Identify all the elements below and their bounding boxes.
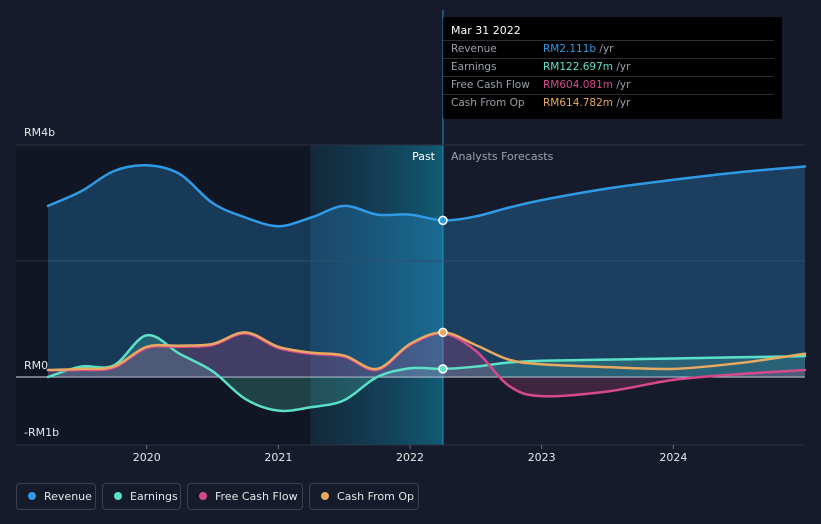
legend-label: Free Cash Flow <box>215 490 298 503</box>
earnings-marker <box>438 364 448 374</box>
tooltip-row: Free Cash Flow RM604.081m /yr <box>443 76 774 94</box>
legend-label: Earnings <box>130 490 178 503</box>
past-shade <box>16 145 311 445</box>
legend-dot-icon <box>28 492 36 500</box>
x-tick-label: 2021 <box>264 451 292 464</box>
legend-label: Cash From Op <box>337 490 415 503</box>
legend-free-cash-flow[interactable]: Free Cash Flow <box>187 483 303 510</box>
tooltip-row-unit: /yr <box>616 79 631 91</box>
legend-label: Revenue <box>44 490 92 503</box>
cash-from-op-line <box>46 331 807 372</box>
y-label-bottom: -RM1b <box>24 426 59 439</box>
tooltip-row-value: RM2.111b /yr <box>543 43 614 55</box>
legend-dot-icon <box>199 492 207 500</box>
tooltip-row-unit: /yr <box>599 43 614 55</box>
tooltip-row: Cash From Op RM614.782m /yr <box>443 94 774 112</box>
tooltip: Mar 31 2022 Revenue RM2.111b /yr Earnings R… <box>443 17 782 119</box>
tooltip-row: Revenue RM2.111b /yr <box>443 40 774 58</box>
y-label-zero: RM0 <box>24 359 48 372</box>
y-label-top: RM4b <box>24 126 55 139</box>
tooltip-row-value: RM122.697m /yr <box>543 61 631 73</box>
tooltip-row: Earnings RM122.697m /yr <box>443 58 774 76</box>
forecast-label: Analysts Forecasts <box>451 150 554 163</box>
tooltip-row-value: RM604.081m /yr <box>543 79 631 91</box>
past-label: Past <box>412 150 436 163</box>
x-tick-label: 2022 <box>396 451 424 464</box>
tooltip-date: Mar 31 2022 <box>451 24 521 37</box>
earnings-line <box>46 333 807 413</box>
revenue-line <box>46 163 807 228</box>
revenue-marker <box>438 215 448 226</box>
tooltip-row-label: Revenue <box>451 43 497 55</box>
x-tick-label: 2023 <box>528 451 556 464</box>
revenue-area <box>48 165 805 377</box>
tooltip-row-unit: /yr <box>616 97 631 109</box>
tooltip-row-label: Earnings <box>451 61 497 73</box>
legend-dot-icon <box>321 492 329 500</box>
x-tick-label: 2024 <box>659 451 687 464</box>
tooltip-row-value: RM614.782m /yr <box>543 97 631 109</box>
legend-earnings[interactable]: Earnings <box>102 483 181 510</box>
cash-from-op-marker <box>438 327 448 338</box>
x-tick-label: 2020 <box>133 451 161 464</box>
tooltip-row-label: Cash From Op <box>451 97 525 109</box>
legend-dot-icon <box>114 492 122 500</box>
free-cash-flow-area <box>48 333 805 397</box>
tooltip-row-unit: /yr <box>616 61 631 73</box>
legend-cash-from-op[interactable]: Cash From Op <box>309 483 419 510</box>
legend-revenue[interactable]: Revenue <box>16 483 96 510</box>
tooltip-row-label: Free Cash Flow <box>451 79 530 91</box>
past-highlight <box>310 145 443 445</box>
